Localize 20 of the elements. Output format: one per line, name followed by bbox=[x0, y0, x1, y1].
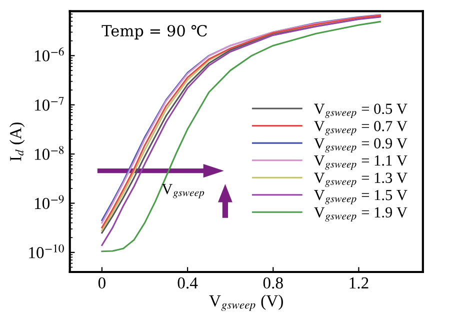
y-tick-label: 10$^{−8}$ bbox=[34, 146, 64, 160]
legend-label: V$_{gsweep}$ = 1.5 V bbox=[314, 190, 408, 204]
x-tick-label: 1.2 bbox=[350, 277, 368, 289]
legend-label: V$_{gsweep}$ = 1.3 V bbox=[314, 172, 408, 188]
x-axis-title: V$_{gsweep}$ (V) bbox=[209, 294, 283, 311]
legend-label: V$_{gsweep}$ = 1.1 V bbox=[314, 155, 408, 170]
y-tick-label: 10$^{−9}$ bbox=[34, 195, 64, 210]
annotation: Temp = 90 ℃ bbox=[102, 24, 207, 40]
x-tick-label: 0 bbox=[98, 277, 106, 289]
legend-label: V$_{gsweep}$ = 0.9 V bbox=[314, 138, 408, 153]
legend-label: V$_{gsweep}$ = 0.5 V bbox=[314, 104, 408, 118]
annotation: V$_{gsweep}$ bbox=[162, 184, 204, 198]
legend-label: V$_{gsweep}$ = 0.7 V bbox=[314, 120, 408, 136]
x-tick-label: 0.8 bbox=[263, 277, 283, 289]
y-tick-label: 10$^{−6}$ bbox=[34, 47, 64, 62]
legend-label: V$_{gsweep}$ = 1.9 V bbox=[314, 207, 408, 222]
y-axis-title: I$_{d}$ (A) bbox=[10, 122, 25, 161]
x-tick-label: 0.4 bbox=[178, 277, 198, 289]
y-tick-label: 10$^{−7}$ bbox=[34, 96, 64, 111]
y-tick-label: 10$^{−10}$ bbox=[29, 244, 64, 258]
